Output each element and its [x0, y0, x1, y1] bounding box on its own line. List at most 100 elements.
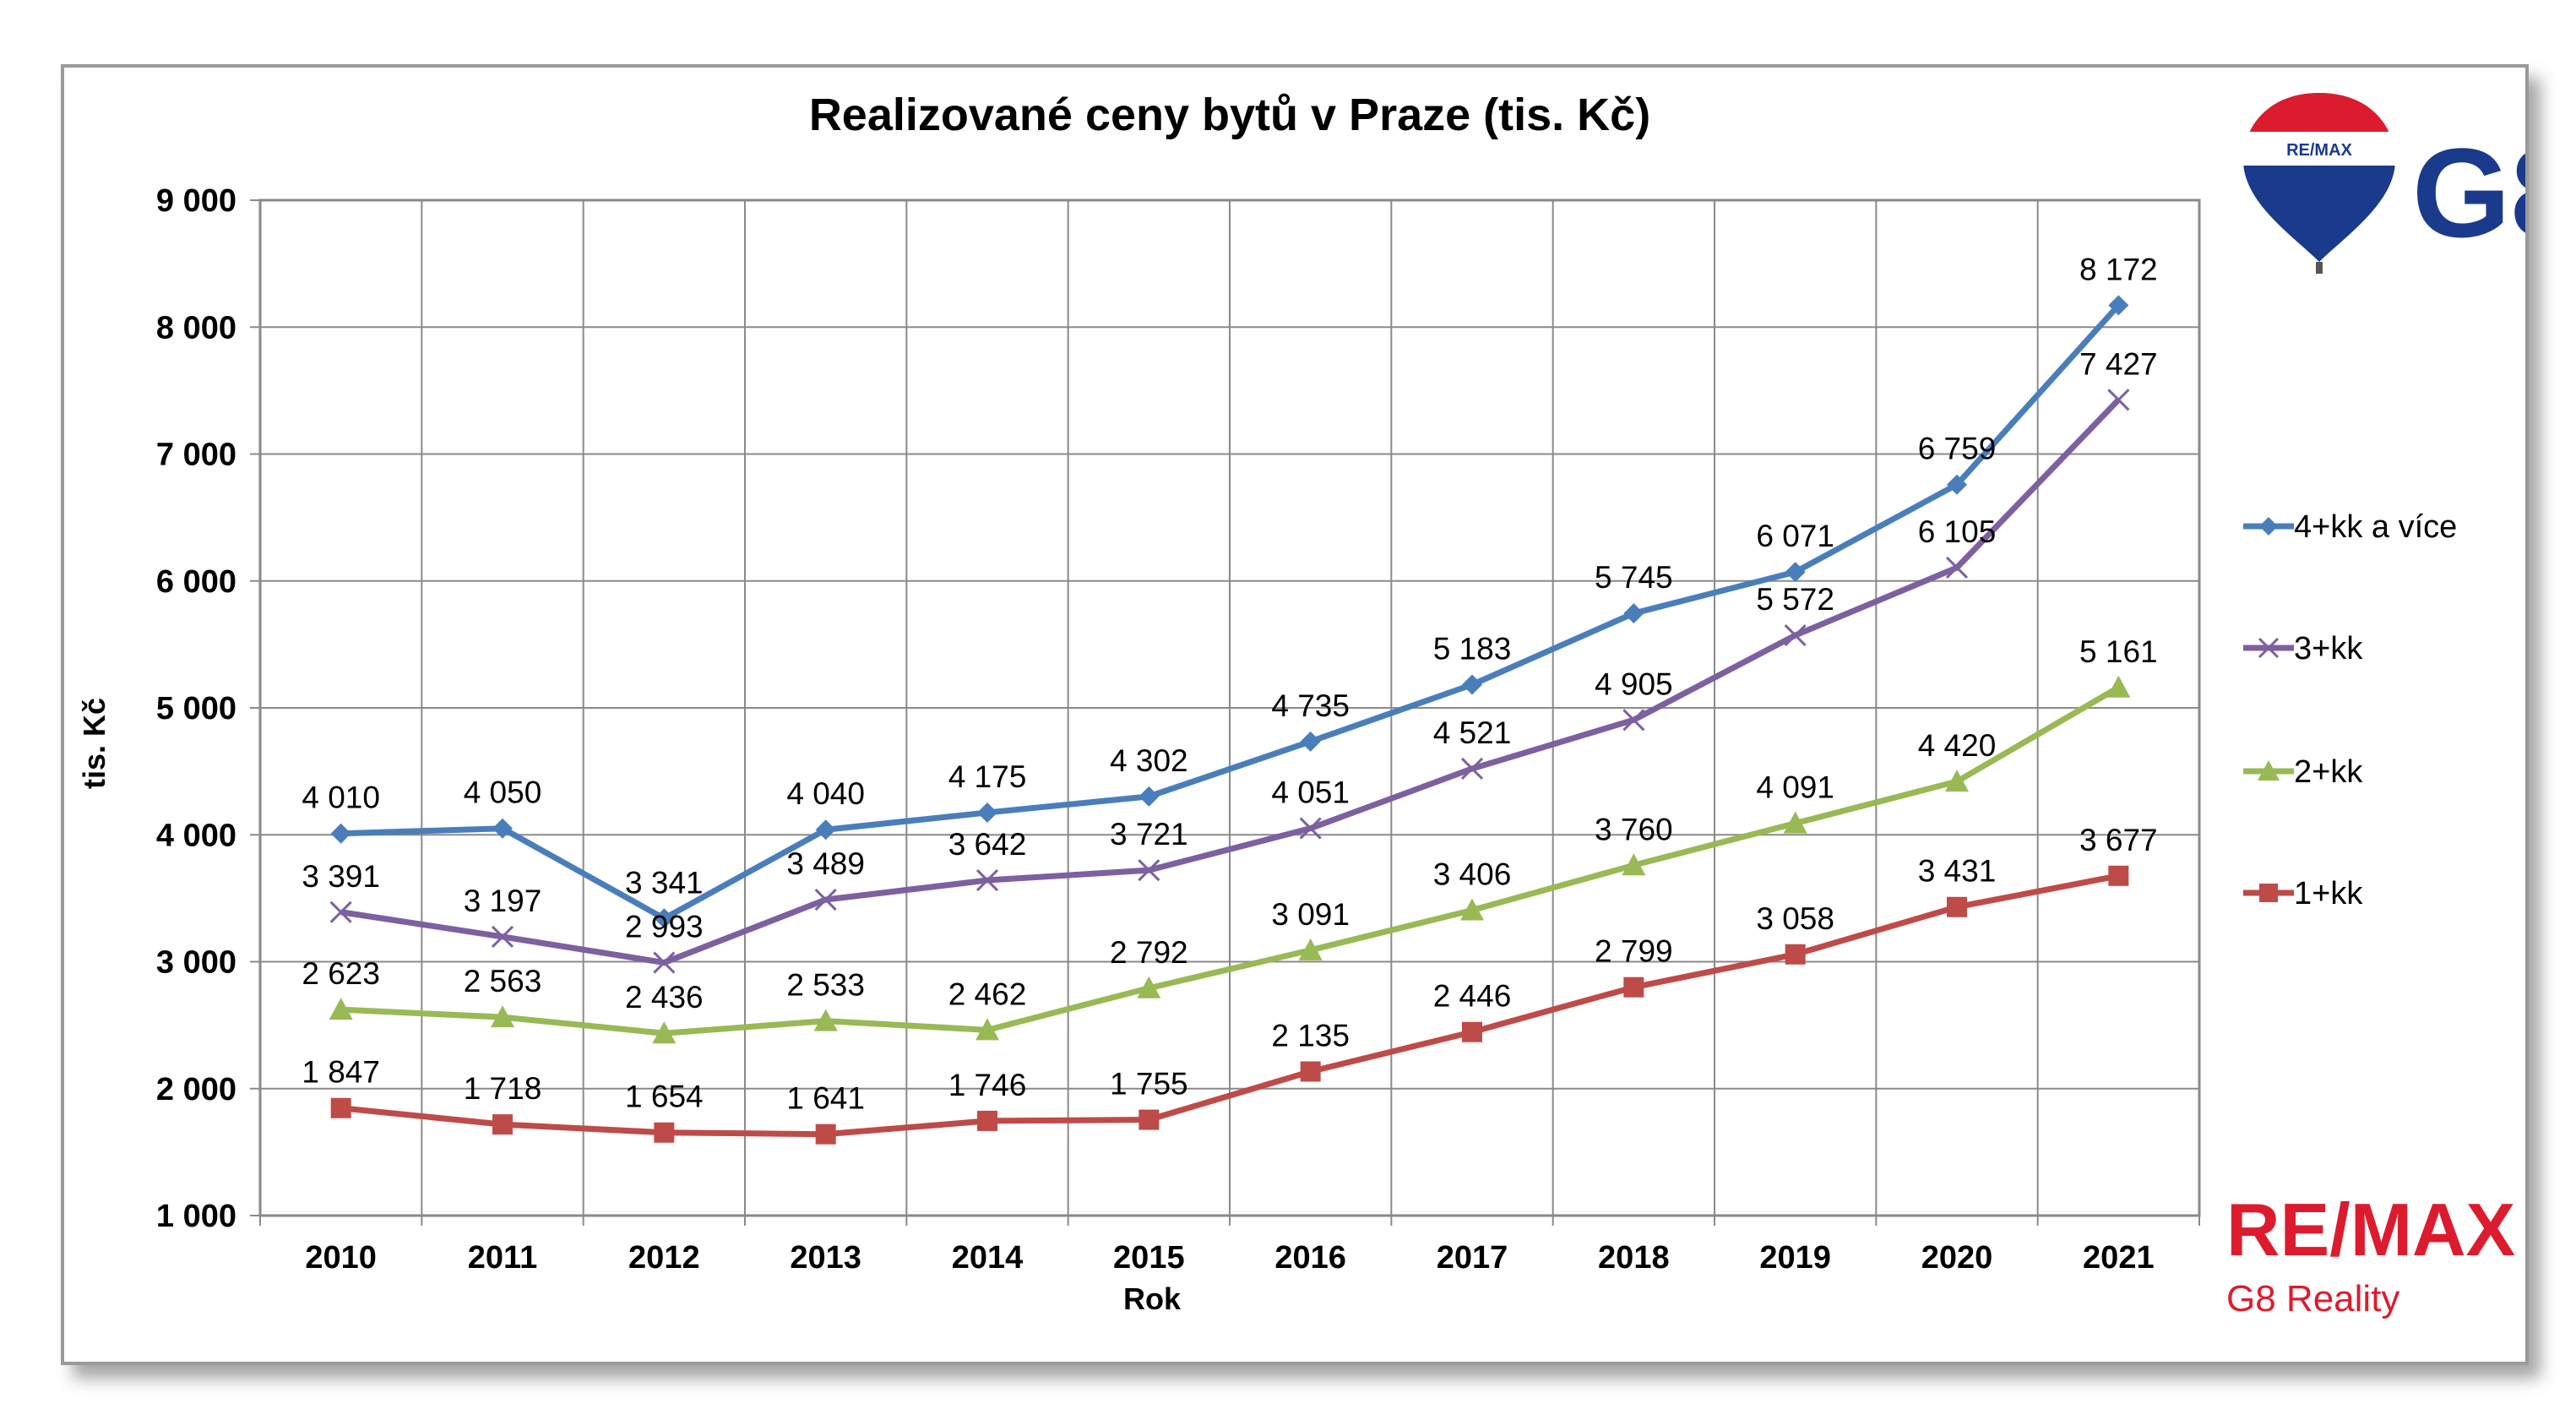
data-label: 2 563 [464, 964, 542, 998]
data-label: 3 058 [1756, 901, 1834, 936]
series-line [340, 303, 2121, 922]
point-marker [1945, 556, 1969, 579]
data-label: 1 641 [786, 1081, 865, 1116]
point-marker [1300, 731, 1321, 752]
point-marker [1462, 1021, 1482, 1042]
series-3: 2 623 2 563 2 436 2 533 2 462 2 792 3 091 3 406… [302, 634, 2158, 1044]
x-tick-label: 2017 [1437, 1240, 1508, 1276]
point-marker [492, 818, 513, 839]
series-line [340, 684, 2121, 1036]
point-marker [1300, 1061, 1321, 1082]
data-label: 4 175 [948, 759, 1027, 794]
chart-frame: Realizované ceny bytů v Praze (tis. Kč) … [61, 64, 2529, 1365]
data-label: 6 759 [1918, 432, 1997, 466]
remax-brand-text: RE/MAX [2226, 1188, 2515, 1271]
point-marker [2258, 637, 2280, 659]
data-label: 3 677 [2079, 823, 2158, 857]
data-label: 1 718 [464, 1071, 542, 1106]
x-tick-label: 2015 [1113, 1240, 1185, 1276]
x-tick-label: 2014 [952, 1240, 1024, 1276]
legend-item: 1+kk [2243, 876, 2363, 911]
line-chart: Realizované ceny bytů v Praze (tis. Kč) … [77, 90, 2525, 1319]
x-tick-label: 2012 [628, 1240, 700, 1276]
legend-label: 4+kk a více [2294, 509, 2457, 545]
data-label: 5 572 [1756, 582, 1834, 617]
data-label: 4 521 [1433, 715, 1512, 750]
point-marker [1622, 709, 1645, 732]
data-label: 4 010 [302, 781, 380, 815]
point-marker [977, 802, 997, 823]
point-marker [654, 908, 675, 929]
point-marker [1139, 786, 1160, 807]
x-tick-label: 2016 [1274, 1240, 1346, 1276]
legend-label: 3+kk [2294, 631, 2363, 666]
data-label: 2 135 [1271, 1018, 1350, 1053]
point-marker [1138, 859, 1160, 882]
legend-item: 2+kk [2243, 754, 2363, 790]
point-marker [652, 1021, 677, 1044]
point-marker [2258, 760, 2280, 781]
data-label: 3 431 [1918, 854, 1997, 889]
point-marker [1462, 674, 1482, 695]
data-label: 1 654 [625, 1080, 704, 1114]
data-label: 3 391 [302, 859, 380, 894]
point-marker [813, 1009, 838, 1031]
data-label: 2 623 [302, 956, 380, 991]
point-marker [1460, 898, 1484, 921]
data-label: 3 341 [625, 865, 704, 900]
y-tick-label: 2 000 [156, 1072, 236, 1107]
data-label: 2 799 [1595, 934, 1673, 969]
series-2: 3 391 3 197 2 993 3 489 3 642 3 721 4 051 4 521… [302, 346, 2158, 974]
series-4: 1 847 1 718 1 654 1 641 1 746 1 755 2 135 2 446… [302, 823, 2158, 1145]
y-axis-label: tis. Kč [77, 698, 111, 789]
point-marker [330, 1097, 351, 1118]
point-marker [2259, 517, 2278, 536]
point-marker [1139, 1109, 1160, 1130]
point-marker [976, 868, 999, 892]
data-label: 4 420 [1918, 728, 1997, 763]
point-marker [1623, 603, 1644, 624]
g8-reality-text: G8 Reality [2226, 1278, 2399, 1319]
data-label: 3 721 [1110, 817, 1188, 851]
x-tick-label: 2019 [1759, 1240, 1831, 1276]
point-marker [330, 823, 351, 844]
point-marker [2106, 675, 2131, 698]
point-marker [1784, 623, 1807, 647]
y-tick-label: 1 000 [156, 1199, 236, 1234]
data-label: 5 745 [1595, 560, 1673, 595]
point-marker [1783, 811, 1807, 834]
point-marker [2108, 865, 2129, 886]
point-marker [1785, 562, 1806, 583]
point-marker [329, 998, 353, 1020]
point-marker [1298, 938, 1323, 960]
gridlines [250, 199, 2200, 1226]
data-label: 5 161 [2079, 634, 2158, 669]
y-tick-label: 8 000 [156, 310, 236, 345]
point-marker [653, 951, 676, 974]
data-label: 4 040 [786, 776, 865, 811]
data-label: 3 489 [786, 846, 865, 881]
point-marker [1947, 896, 1967, 917]
remax-reality-logo: RE/MAX G8 Reality [2226, 1188, 2515, 1319]
data-label: 1 847 [302, 1055, 380, 1090]
series-1: 4 010 4 050 3 341 4 040 4 175 4 302 4 735 5 183… [302, 252, 2158, 929]
legend-label: 1+kk [2294, 876, 2363, 911]
data-label: 8 172 [2079, 252, 2158, 286]
point-marker [329, 900, 352, 923]
data-label: 4 091 [1756, 770, 1834, 805]
data-label: 5 183 [1433, 632, 1512, 666]
point-marker [815, 819, 836, 841]
data-label: 4 051 [1271, 775, 1350, 810]
x-tick-label: 2018 [1598, 1240, 1670, 1276]
g8-logo-text: G8 [2412, 122, 2525, 264]
data-label: 6 071 [1756, 519, 1834, 553]
x-tick-label: 2010 [305, 1240, 377, 1276]
y-tick-label: 3 000 [156, 945, 236, 981]
data-label: 4 905 [1595, 666, 1673, 701]
point-marker [2107, 389, 2130, 411]
point-marker [1947, 474, 1967, 495]
x-tick-label: 2011 [468, 1240, 537, 1276]
point-marker [491, 925, 514, 948]
legend: 4+kk a více 3+kk 2+kk 1+kk [2243, 509, 2457, 911]
data-label: 4 735 [1271, 688, 1350, 723]
